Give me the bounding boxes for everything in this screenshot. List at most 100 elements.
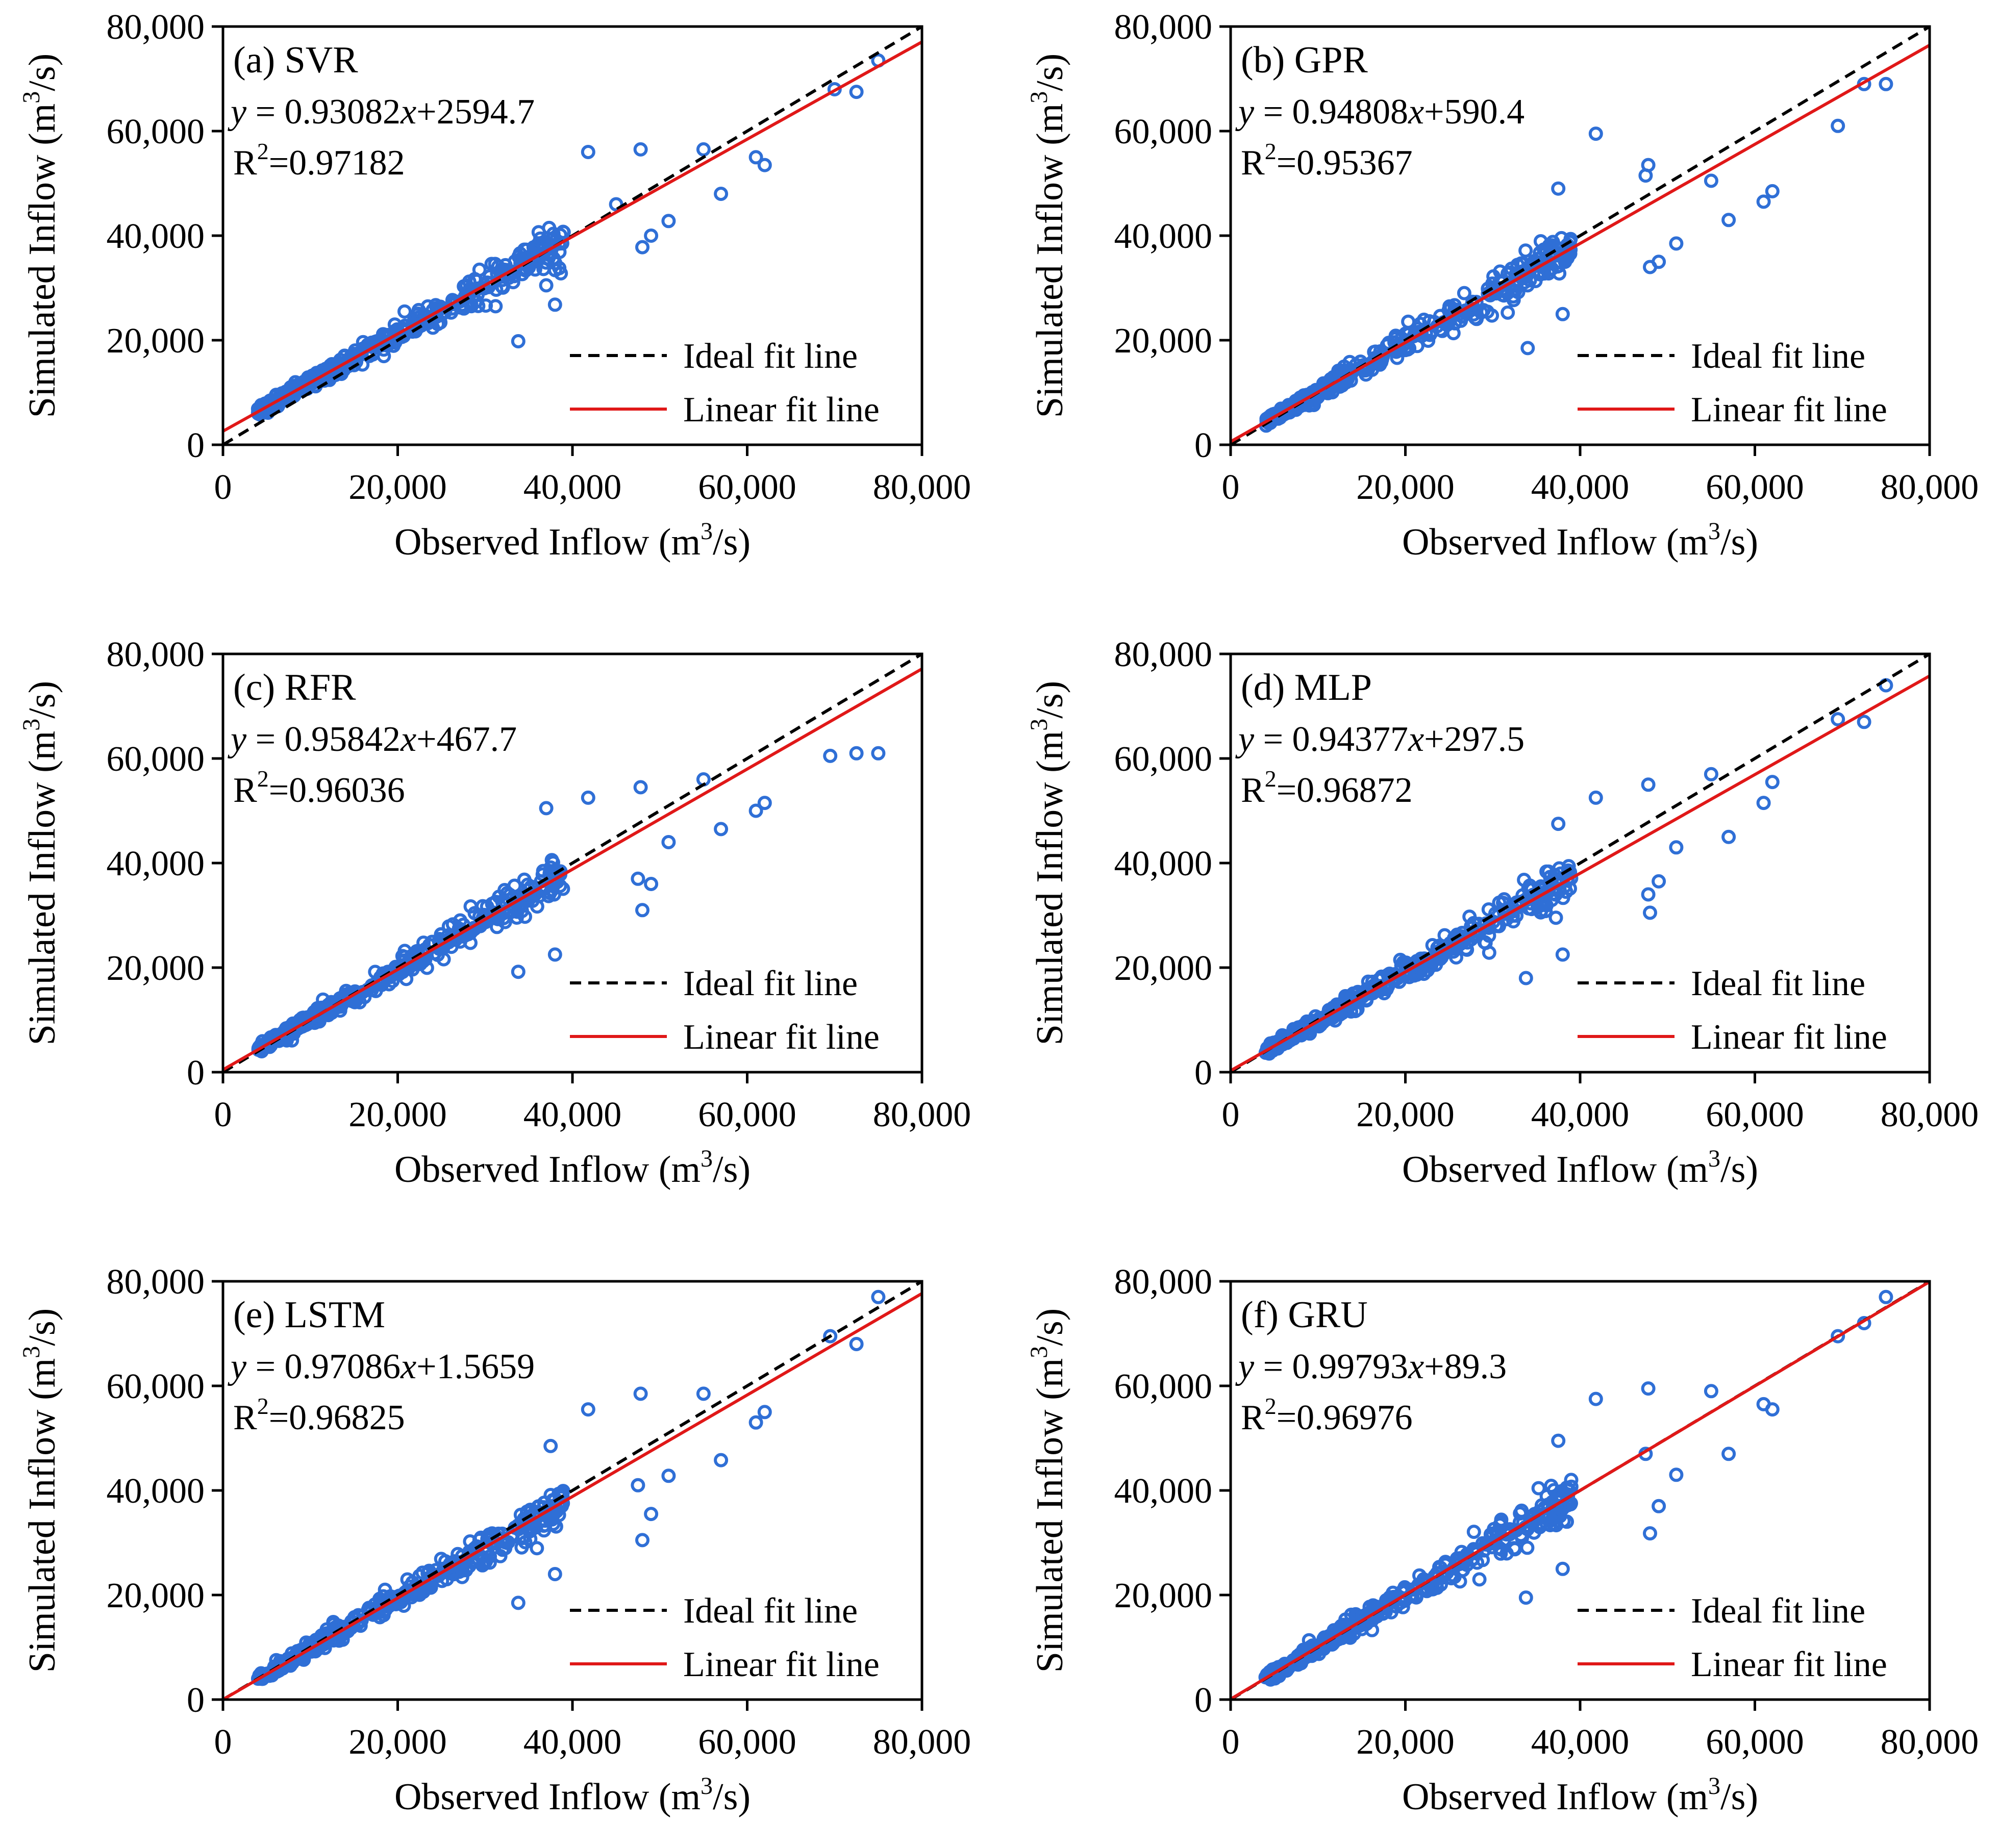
data-point xyxy=(1466,1525,1481,1539)
legend: Ideal fit line Linear fit line xyxy=(1578,964,1887,1057)
data-point xyxy=(1518,971,1533,985)
r-squared-r: R xyxy=(233,1398,257,1437)
data-point xyxy=(1879,77,1893,91)
panel-label: (e) LSTM xyxy=(233,1294,385,1336)
x-tick-label: 80,000 xyxy=(873,468,971,507)
data-point xyxy=(1560,1514,1574,1529)
data-point xyxy=(1550,259,1565,274)
data-point xyxy=(635,240,649,255)
data-point xyxy=(748,1415,763,1430)
equation-slope: = 0.99793 xyxy=(1254,1347,1408,1386)
y-axis-title: Simulated Inflow (m3/s) xyxy=(1026,681,1071,1046)
data-point xyxy=(1721,829,1736,844)
data-point xyxy=(547,1567,562,1581)
y-axis-title: Simulated Inflow (m3/s) xyxy=(1026,1308,1071,1673)
equation-slope: = 0.94377 xyxy=(1254,720,1408,759)
chart-panel-6: 0 20,000 40,000 60,000 80,000 0 20,000 40,000 60… xyxy=(1026,1262,1979,1818)
legend-linear-label: Linear fit line xyxy=(683,1645,880,1684)
ideal-fit-line xyxy=(1231,654,1930,1072)
data-point xyxy=(434,1552,448,1566)
data-point xyxy=(1652,874,1666,889)
data-point xyxy=(1765,775,1780,790)
x-tick-label: 40,000 xyxy=(523,1095,622,1134)
data-point xyxy=(1478,935,1493,950)
y-tick-label: 80,000 xyxy=(107,1262,205,1302)
r-squared-sup: 2 xyxy=(1265,138,1277,164)
data-point xyxy=(581,145,595,159)
legend-ideal-label: Ideal fit line xyxy=(1691,337,1865,376)
data-point xyxy=(714,1453,729,1467)
equation-x: x xyxy=(400,92,416,132)
r-squared-sup: 2 xyxy=(257,138,269,164)
data-point xyxy=(1548,887,1563,902)
data-point xyxy=(264,397,278,411)
legend-ideal-label: Ideal fit line xyxy=(1691,964,1865,1003)
data-point xyxy=(547,947,562,962)
regression-equation: y = 0.93082x+2594.7 xyxy=(228,92,535,132)
r-squared: R2=0.96036 xyxy=(233,766,405,810)
data-point xyxy=(1302,398,1317,413)
data-point xyxy=(748,150,763,165)
x-tick-label: 0 xyxy=(1222,468,1240,507)
data-point xyxy=(530,1541,544,1556)
data-point xyxy=(1704,767,1718,781)
data-point xyxy=(823,1329,838,1344)
data-point xyxy=(1552,266,1567,281)
chart-panel-5: 0 20,000 40,000 60,000 80,000 0 20,000 40,000 60… xyxy=(18,1262,971,1818)
y-axis-title-main: Simulated Inflow (m xyxy=(21,104,63,418)
data-point xyxy=(507,878,522,893)
equation-intercept: +590.4 xyxy=(1424,92,1525,132)
data-point xyxy=(1262,1041,1277,1055)
data-point xyxy=(1337,1623,1352,1638)
r-squared: R2=0.96976 xyxy=(1241,1393,1413,1437)
data-point xyxy=(1501,305,1515,320)
data-point xyxy=(1669,236,1684,251)
y-tick-label: 80,000 xyxy=(1114,635,1213,674)
regression-equation: y = 0.97086x+1.5659 xyxy=(228,1347,535,1386)
x-axis-title-main: Observed Inflow (m xyxy=(394,1149,701,1191)
x-tick-label: 20,000 xyxy=(348,1723,447,1762)
linear-fit-line xyxy=(1231,1281,1930,1700)
data-point xyxy=(1765,184,1780,198)
data-point xyxy=(581,790,595,805)
x-tick-label: 20,000 xyxy=(348,468,447,507)
data-point xyxy=(1643,1526,1657,1541)
data-point xyxy=(434,927,448,942)
data-point xyxy=(1432,1560,1446,1575)
data-point xyxy=(661,214,676,229)
data-point xyxy=(1508,1542,1522,1557)
data-point xyxy=(493,1549,508,1563)
equation-y: y xyxy=(1235,92,1255,132)
data-point xyxy=(1400,963,1414,977)
data-point xyxy=(581,1402,595,1417)
data-point xyxy=(1390,350,1405,365)
y-axis-title-tail: /s) xyxy=(21,54,63,91)
x-tick-label: 0 xyxy=(1222,1723,1240,1762)
x-axis-title-main: Observed Inflow (m xyxy=(1402,1149,1708,1191)
data-point xyxy=(748,803,763,818)
data-point xyxy=(644,229,659,243)
equation-x: x xyxy=(1408,92,1424,132)
data-point xyxy=(1831,712,1845,727)
data-point xyxy=(377,349,391,364)
data-point xyxy=(441,919,456,934)
data-point xyxy=(1349,1615,1364,1630)
y-tick-label: 80,000 xyxy=(1114,8,1213,47)
data-point xyxy=(1416,312,1431,327)
regression-equation: y = 0.95842x+467.7 xyxy=(228,720,517,759)
legend: Ideal fit line Linear fit line xyxy=(1578,337,1887,429)
data-point xyxy=(452,926,466,941)
chart-panel-1: 0 20,000 40,000 60,000 80,000 0 20,000 40,000 60… xyxy=(18,8,971,563)
x-tick-label: 0 xyxy=(214,1723,232,1762)
y-axis-title-main: Simulated Inflow (m xyxy=(1029,731,1071,1046)
data-point xyxy=(1857,715,1871,729)
y-tick-label: 60,000 xyxy=(107,112,205,151)
data-point xyxy=(1555,1561,1570,1576)
data-point xyxy=(1555,307,1570,321)
panel-label: (b) GPR xyxy=(1241,39,1368,81)
data-point xyxy=(1506,914,1521,929)
y-axis-title-main: Simulated Inflow (m xyxy=(1029,104,1071,418)
r-squared-value: =0.96825 xyxy=(269,1398,405,1437)
data-point xyxy=(1445,1568,1460,1583)
